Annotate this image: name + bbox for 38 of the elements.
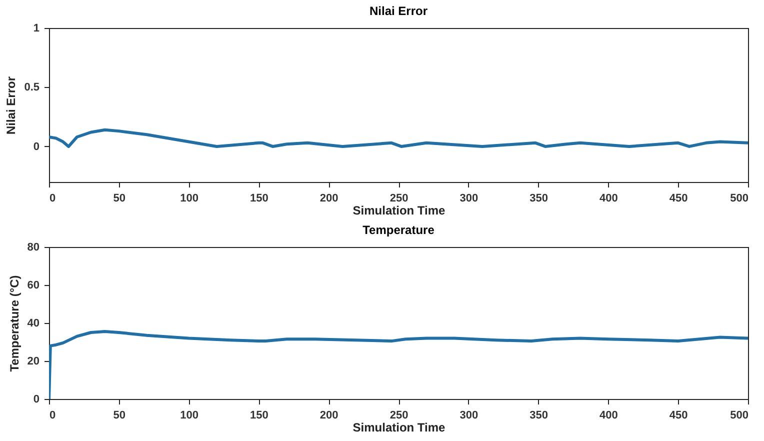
- x-tick-label: 0: [50, 410, 56, 422]
- chart-title: Nilai Error: [369, 4, 428, 18]
- y-tick-label: 0: [33, 394, 40, 406]
- x-tick-label: 150: [250, 192, 268, 204]
- x-tick-label: 450: [669, 410, 688, 422]
- chart-title: Temperature: [362, 223, 435, 237]
- y-axis-title: Temperature (°C): [7, 275, 22, 372]
- x-tick-label: 250: [390, 192, 408, 204]
- x-tick-label: 300: [460, 192, 478, 204]
- x-tick-label: 400: [600, 410, 618, 422]
- x-tick-label: 100: [180, 410, 198, 422]
- x-tick-label: 400: [600, 192, 618, 204]
- x-axis-title: Simulation Time: [352, 204, 446, 218]
- x-tick-label: 350: [530, 410, 548, 422]
- line-series: [49, 330, 748, 399]
- x-tick-label: 200: [320, 192, 338, 204]
- x-tick-label: 350: [530, 192, 548, 204]
- y-tick-label: 20: [27, 356, 40, 368]
- y-axis-title: Nilai Error: [4, 76, 18, 135]
- x-tick-label: 50: [113, 192, 126, 204]
- x-tick-label: 100: [180, 192, 198, 204]
- x-tick-label: 250: [390, 410, 408, 422]
- y-tick-label: 0.5: [24, 82, 40, 94]
- y-tick-label: 1: [33, 22, 40, 34]
- y-tick-label: 0: [33, 140, 40, 153]
- y-tick-label: 40: [27, 318, 40, 330]
- x-tick-label: 0: [50, 192, 56, 204]
- x-tick-label: 450: [669, 192, 688, 204]
- x-tick-label: 150: [250, 410, 268, 422]
- x-tick-label: 200: [320, 410, 338, 422]
- y-tick-label: 80: [27, 242, 40, 254]
- x-tick-label: 50: [113, 410, 126, 422]
- y-tick-label: 60: [27, 280, 40, 292]
- x-tick-label: 500: [730, 410, 748, 422]
- x-tick-label: 300: [460, 410, 478, 422]
- line-series: [49, 128, 748, 148]
- x-axis-title: Simulation Time: [352, 420, 446, 434]
- x-tick-label: 500: [730, 192, 748, 204]
